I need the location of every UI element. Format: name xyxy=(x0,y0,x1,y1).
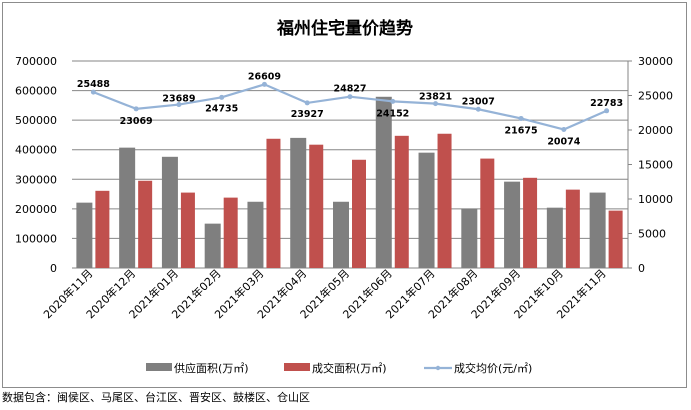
supply-bar xyxy=(333,201,349,268)
right-axis-tick-label: 25000 xyxy=(638,90,673,103)
price-point xyxy=(604,108,610,114)
supply-bar xyxy=(204,223,221,268)
left-axis-tick-label: 700000 xyxy=(15,55,57,68)
deal-bar xyxy=(95,190,110,268)
price-point xyxy=(561,126,567,132)
price-data-label: 23689 xyxy=(162,94,195,105)
legend-supply-label: 供应面积(万㎡) xyxy=(174,361,249,375)
price-point xyxy=(475,106,481,112)
supply-bar xyxy=(161,156,178,268)
left-axis-tick-label: 200000 xyxy=(15,203,57,216)
price-point xyxy=(176,102,182,108)
price-point xyxy=(304,100,310,106)
deal-bar xyxy=(480,158,495,268)
legend-price-marker xyxy=(435,365,441,371)
deal-bar xyxy=(223,197,238,268)
price-data-label: 20074 xyxy=(547,136,580,147)
price-point xyxy=(261,81,267,87)
left-axis-tick-label: 600000 xyxy=(15,85,57,98)
supply-bar xyxy=(418,152,435,268)
price-data-label: 23927 xyxy=(291,109,324,120)
supply-bar xyxy=(504,181,521,268)
price-data-label: 23069 xyxy=(120,116,153,127)
chart: 福州住宅量价趋势 25488 23069 23689 24735 26609 23927 2… xyxy=(15,18,673,375)
price-data-label: 23821 xyxy=(419,92,452,103)
right-axis-tick-label: 10000 xyxy=(638,193,673,206)
deal-bar xyxy=(608,210,623,268)
deal-bar xyxy=(565,189,580,268)
price-data-label: 22783 xyxy=(590,98,623,109)
price-data-label: 24827 xyxy=(333,84,366,95)
right-axis-tick-label: 20000 xyxy=(638,124,673,137)
left-axis-tick-label: 400000 xyxy=(15,144,57,157)
price-data-label: 23007 xyxy=(462,96,495,107)
price-data-label: 21675 xyxy=(505,125,538,136)
supply-bar xyxy=(247,201,264,268)
legend-price-label: 成交均价(元/㎡) xyxy=(454,361,532,375)
deal-bar xyxy=(138,180,153,268)
deal-bar xyxy=(437,133,452,268)
legend-supply-swatch xyxy=(146,363,172,371)
chart-title: 福州住宅量价趋势 xyxy=(276,18,413,39)
chart-frame xyxy=(2,2,687,388)
supply-bar xyxy=(461,208,478,268)
legend-deal-swatch xyxy=(284,363,310,371)
supply-bar xyxy=(546,207,563,268)
price-point xyxy=(219,94,225,100)
price-data-label: 24735 xyxy=(205,103,238,114)
supply-bar xyxy=(76,202,93,268)
left-axis-tick-label: 0 xyxy=(50,262,57,275)
price-point xyxy=(133,106,139,112)
price-point xyxy=(90,89,96,95)
price-point xyxy=(433,101,439,107)
right-axis-tick-label: 5000 xyxy=(638,228,666,241)
left-axis-tick-label: 300000 xyxy=(15,173,57,186)
supply-bar xyxy=(119,147,136,268)
price-data-label: 25488 xyxy=(77,79,110,90)
price-point xyxy=(347,94,353,100)
deal-bar xyxy=(523,177,538,268)
left-axis-tick-label: 100000 xyxy=(15,232,57,245)
right-axis-tick-label: 30000 xyxy=(638,55,673,68)
deal-bar xyxy=(309,144,324,268)
price-point xyxy=(518,115,524,121)
right-axis-tick-label: 0 xyxy=(638,262,645,275)
footer-note: 数据包含：闽侯区、马尾区、台江区、晋安区、鼓楼区、仓山区 xyxy=(2,391,310,404)
legend-deal-label: 成交面积(万㎡) xyxy=(312,361,387,375)
price-data-label: 26609 xyxy=(248,71,281,82)
deal-bar xyxy=(394,135,409,268)
price-point xyxy=(390,98,396,104)
supply-bar xyxy=(290,137,307,268)
deal-bar xyxy=(266,138,281,268)
deal-bar xyxy=(180,192,195,268)
price-data-label: 24152 xyxy=(376,108,409,119)
right-axis-tick-label: 15000 xyxy=(638,159,673,172)
left-axis-tick-label: 500000 xyxy=(15,114,57,127)
supply-bar xyxy=(375,96,392,268)
supply-bar xyxy=(589,192,606,268)
deal-bar xyxy=(352,159,366,268)
